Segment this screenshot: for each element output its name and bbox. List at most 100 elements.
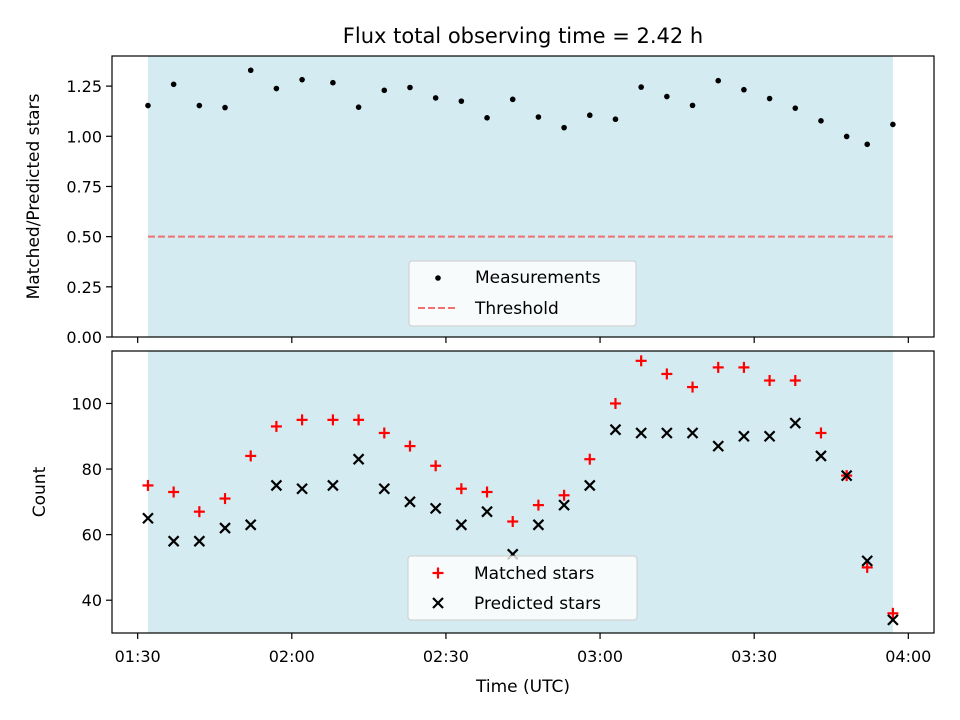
top-y-tick-label: 1.25 [66, 77, 102, 96]
measurement-point [432, 95, 439, 101]
matched-star-point [481, 486, 493, 498]
top-y-tick-label: 0.25 [66, 278, 102, 297]
bottom-y-axis-label: Count [30, 466, 50, 517]
x-tick-label: 02:00 [269, 647, 315, 666]
predicted-star-point [789, 417, 802, 429]
matched-star-point [507, 516, 519, 528]
measurement-point [273, 85, 280, 92]
matched-star-point [887, 607, 899, 619]
measurement-point [509, 96, 516, 103]
predicted-star-point [840, 469, 853, 482]
matched-star-point [245, 450, 257, 462]
predicted-star-point [763, 430, 776, 443]
measurement-point [299, 76, 305, 83]
x-tick-label: 03:30 [731, 647, 777, 666]
predicted-star-point [244, 519, 257, 531]
legend-marker-measurements [435, 275, 441, 281]
measurement-point [715, 77, 722, 84]
measurement-point [355, 104, 362, 110]
matched-star-point [296, 414, 308, 426]
predicted-star-point [455, 519, 468, 531]
matched-star-point [861, 561, 873, 573]
measurement-point [170, 81, 177, 88]
predicted-star-point [609, 423, 622, 436]
measurement-point [247, 67, 254, 74]
measurement-point [818, 118, 824, 124]
bottom-panel: 40 60 80 100 01:30 02:00 02:30 03:00 03:30 04:00… [30, 350, 935, 697]
top-y-tick-label: 1.00 [66, 127, 102, 146]
predicted-star-point [327, 479, 339, 492]
measurement-point [458, 98, 465, 104]
top-panel: 0.00 0.25 0.50 0.75 1.00 1.25 Matched/Predict… [24, 55, 935, 347]
matched-star-point [404, 440, 416, 452]
star-count-points [142, 355, 899, 626]
predicted-star-point [296, 482, 308, 495]
predicted-star-point [584, 479, 596, 492]
matched-star-point [558, 489, 570, 501]
legend-x-marker [432, 597, 444, 609]
measurement-point [638, 84, 644, 90]
bottom-y-axis: 40 60 80 100 [71, 394, 112, 610]
bottom-y-tick-label: 80 [82, 460, 102, 479]
predicted-star-point [887, 614, 899, 626]
matched-star-point [764, 375, 776, 387]
predicted-star-point [378, 482, 391, 495]
measurement-point [381, 87, 388, 94]
x-tick-label: 02:30 [423, 647, 469, 666]
bottom-x-axis: 01:30 02:00 02:30 03:00 03:30 04:00 [115, 633, 931, 666]
measurement-point [484, 115, 490, 121]
top-y-tick-label: 0.75 [66, 177, 102, 196]
measurement-point [407, 84, 413, 91]
matched-star-point [193, 506, 205, 518]
matched-star-point [455, 483, 467, 495]
matched-star-point [815, 427, 827, 439]
top-y-axis: 0.00 0.25 0.50 0.75 1.00 1.25 [66, 77, 112, 347]
measurement-point [890, 121, 896, 128]
predicted-star-point [481, 505, 493, 518]
measurement-point [766, 95, 773, 102]
bottom-legend: Matched stars Predicted stars [407, 555, 638, 621]
legend-marker-predicted [432, 597, 444, 609]
matched-star-point [635, 355, 647, 367]
predicted-star-point [558, 499, 570, 511]
matched-star-point [142, 479, 154, 491]
top-y-axis-label: Matched/Predicted stars [24, 93, 44, 299]
measurement-points [145, 67, 896, 148]
x-tick-label: 03:00 [577, 647, 623, 666]
measurement-point [145, 102, 151, 109]
matched-star-point [430, 460, 442, 472]
measurement-point [864, 141, 871, 148]
predicted-star-point [532, 519, 545, 531]
predicted-star-point [352, 453, 365, 465]
matched-star-point [738, 361, 750, 373]
top-x-ticks [137, 337, 909, 343]
chart-title: Flux total observing time = 2.42 h [343, 24, 703, 48]
matched-star-point [378, 427, 390, 439]
measurement-point [330, 79, 336, 86]
predicted-star-point [815, 450, 827, 462]
top-y-tick-label: 0.00 [66, 328, 102, 347]
legend-plus-marker [432, 567, 444, 579]
predicted-star-point [429, 502, 442, 515]
predicted-star-point [404, 496, 416, 508]
measurement-point [612, 116, 619, 123]
matched-star-point [789, 375, 801, 387]
matched-star-point [661, 368, 673, 380]
measurement-point [586, 112, 593, 119]
bottom-legend-box [407, 555, 638, 621]
predicted-star-point [219, 522, 231, 534]
measurement-point [535, 114, 542, 120]
matched-star-point [712, 361, 724, 373]
measurement-point [741, 86, 747, 93]
legend-label-measurements: Measurements [475, 268, 601, 288]
measurement-point [561, 124, 567, 131]
top-legend: Measurements Threshold [408, 260, 637, 327]
x-axis-label: Time (UTC) [475, 677, 570, 697]
predicted-star-point [686, 427, 699, 439]
predicted-star-point [167, 535, 180, 547]
bottom-y-tick-label: 100 [71, 394, 102, 413]
x-tick-label: 01:30 [115, 647, 161, 666]
x-tick-label: 04:00 [885, 647, 931, 666]
measurement-point [222, 104, 228, 111]
